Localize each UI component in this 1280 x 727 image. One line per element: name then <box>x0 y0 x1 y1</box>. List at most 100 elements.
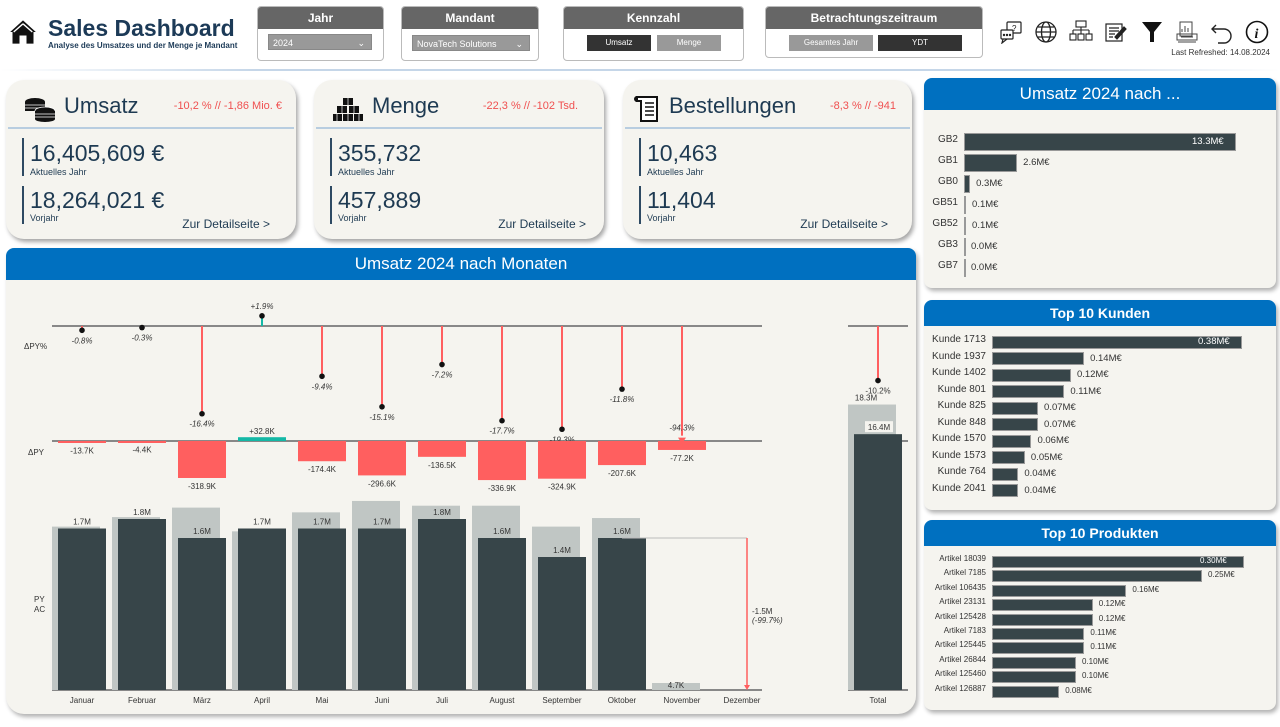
bar-row[interactable]: Kunde 1570 0.06M€ <box>924 433 1276 449</box>
delta-label: -207.6K <box>608 469 637 478</box>
kpi-card-bestellungen: Bestellungen -8,3 % // -941 10,463 Aktue… <box>623 80 912 239</box>
bar-row[interactable]: Artikel 126887 0.08M€ <box>924 684 1276 700</box>
bar-row[interactable]: Artikel 7183 0.11M€ <box>924 626 1276 642</box>
bar-row[interactable]: Artikel 23131 0.12M€ <box>924 597 1276 613</box>
bar-row[interactable]: GB3 0.0M€ <box>924 238 1276 256</box>
py-bar <box>652 683 700 690</box>
svg-text:?: ? <box>1012 24 1017 33</box>
bar-row[interactable]: Kunde 1402 0.12M€ <box>924 367 1276 383</box>
kpi-previous-value: 11,404 <box>647 187 716 213</box>
slicer-zeitraum-label: Betrachtungszeitraum <box>766 7 982 29</box>
info-icon[interactable]: i <box>1245 20 1269 44</box>
page-title: Sales Dashboard <box>48 15 235 41</box>
annotation-pct: (-99.7%) <box>752 616 783 625</box>
bar-value: 0.04M€ <box>1024 468 1056 479</box>
ac-bar <box>598 538 646 690</box>
bar-row[interactable]: Artikel 7185 0.25M€ <box>924 568 1276 584</box>
bar-row[interactable]: Artikel 106435 0.16M€ <box>924 583 1276 599</box>
delta-label: -174.4K <box>308 465 337 474</box>
total-py-label: 18.3M <box>855 394 878 403</box>
month-label: Mai <box>316 696 329 705</box>
slicer-jahr-label: Jahr <box>258 7 383 29</box>
ac-bar <box>118 519 166 690</box>
bar-row[interactable]: GB52 0.1M€ <box>924 217 1276 235</box>
umsatz-by-gb-title: Umsatz 2024 nach ... <box>924 78 1276 110</box>
bar-row[interactable]: Artikel 18039 0.30M€ <box>924 554 1276 570</box>
bar-row[interactable]: Artikel 125428 0.12M€ <box>924 612 1276 628</box>
ac-bar <box>298 528 346 690</box>
undo-icon[interactable] <box>1210 20 1234 44</box>
filter-icon[interactable] <box>1140 20 1164 44</box>
bar-row[interactable]: Kunde 1573 0.05M€ <box>924 450 1276 466</box>
chat-question-icon[interactable]: ? <box>999 20 1023 44</box>
jahr-dropdown[interactable]: 2024 ⌄ <box>268 34 372 50</box>
pct-dot <box>499 417 505 424</box>
bar <box>992 570 1202 583</box>
bar-row[interactable]: GB0 0.3M€ <box>924 175 1276 193</box>
edit-document-icon[interactable] <box>1104 20 1128 44</box>
kennzahl-menge-button[interactable]: Menge <box>657 35 721 51</box>
bar-label: GB1 <box>937 155 958 166</box>
kpi-card-umsatz: Umsatz -10,2 % // -1,86 Mio. € 16,405,60… <box>6 80 296 239</box>
bar <box>964 238 966 256</box>
bar-label: Kunde 1402 <box>932 367 986 378</box>
bar-row[interactable]: Kunde 2041 0.04M€ <box>924 483 1276 499</box>
bar <box>992 385 1065 398</box>
bar <box>992 656 1076 669</box>
home-icon[interactable] <box>9 18 37 46</box>
header-divider <box>0 69 1280 71</box>
kpi-current-label: Aktuelles Jahr <box>647 167 704 177</box>
delta-label: -336.9K <box>488 484 517 493</box>
month-label: Januar <box>70 696 95 705</box>
bar-row[interactable]: Artikel 125460 0.10M€ <box>924 669 1276 685</box>
month-label: August <box>490 696 516 705</box>
bar-value: 0.12M€ <box>1076 369 1109 380</box>
bar <box>992 642 1085 655</box>
report-icon[interactable] <box>1175 20 1199 44</box>
delta-label: -296.6K <box>368 479 397 488</box>
umsatz-by-gb-chart: GB2 13.3M€ GB1 2.6M€ GB0 0.3M€ GB51 0.1M€ GB52 0.… <box>924 110 1276 288</box>
bar-value: 0.0M€ <box>971 241 998 252</box>
bar-row[interactable]: GB1 2.6M€ <box>924 154 1276 172</box>
delta-label: -318.9K <box>188 482 217 491</box>
bar-label: Kunde 1937 <box>932 350 986 362</box>
slicer-mandant-label: Mandant <box>402 7 538 29</box>
kpi-accent-bar <box>330 186 332 224</box>
bar-value: 0.11M€ <box>1090 628 1117 637</box>
kpi-accent-bar <box>22 186 24 224</box>
globe-icon[interactable] <box>1034 20 1058 44</box>
bar-row[interactable]: GB51 0.1M€ <box>924 196 1276 214</box>
bar-row[interactable]: GB7 0.0M€ <box>924 259 1276 277</box>
bar-row[interactable]: Kunde 848 0.07M€ <box>924 417 1276 433</box>
bar <box>992 418 1039 431</box>
detail-link-bestellungen[interactable]: Zur Detailseite > <box>800 217 888 231</box>
kpi-delta: -22,3 % // -102 Tsd. <box>482 100 578 112</box>
bar-row[interactable]: GB2 13.3M€ <box>924 133 1276 151</box>
pct-dot <box>439 361 445 368</box>
bar <box>964 175 971 193</box>
bar-row[interactable]: Kunde 825 0.07M€ <box>924 400 1276 416</box>
kennzahl-umsatz-button[interactable]: Umsatz <box>587 35 651 51</box>
bar-row[interactable]: Artikel 125445 0.11M€ <box>924 640 1276 656</box>
bar-label: Artikel 18039 <box>939 554 986 563</box>
detail-link-umsatz[interactable]: Zur Detailseite > <box>182 217 270 231</box>
coins-icon <box>25 98 56 122</box>
pct-overflow-arrow <box>678 437 686 444</box>
zeitraum-ydt-button[interactable]: YDT <box>878 35 962 51</box>
kpi-delta: -10,2 % // -1,86 Mio. € <box>173 100 282 112</box>
total-ac-label-bg <box>865 421 893 433</box>
bar-row[interactable]: Kunde 801 0.11M€ <box>924 384 1276 400</box>
kpi-previous-value: 18,264,021 € <box>30 187 165 213</box>
delta-bar <box>358 441 406 476</box>
pct-dot <box>79 327 85 334</box>
zeitraum-gesamtes-jahr-button[interactable]: Gesamtes Jahr <box>789 35 873 51</box>
bar-row[interactable]: Kunde 764 0.04M€ <box>924 466 1276 482</box>
kpi-previous-label: Vorjahr <box>647 213 676 223</box>
mandant-dropdown[interactable]: NovaTech Solutions ⌄ <box>412 35 530 51</box>
bar-row[interactable]: Artikel 26844 0.10M€ <box>924 655 1276 671</box>
bar-row[interactable]: Kunde 1937 0.14M€ <box>924 351 1276 367</box>
bar-value: 0.0M€ <box>971 262 998 273</box>
hierarchy-icon[interactable] <box>1069 20 1093 44</box>
detail-link-menge[interactable]: Zur Detailseite > <box>498 217 586 231</box>
bar-row[interactable]: Kunde 1713 0.38M€ <box>924 334 1276 350</box>
